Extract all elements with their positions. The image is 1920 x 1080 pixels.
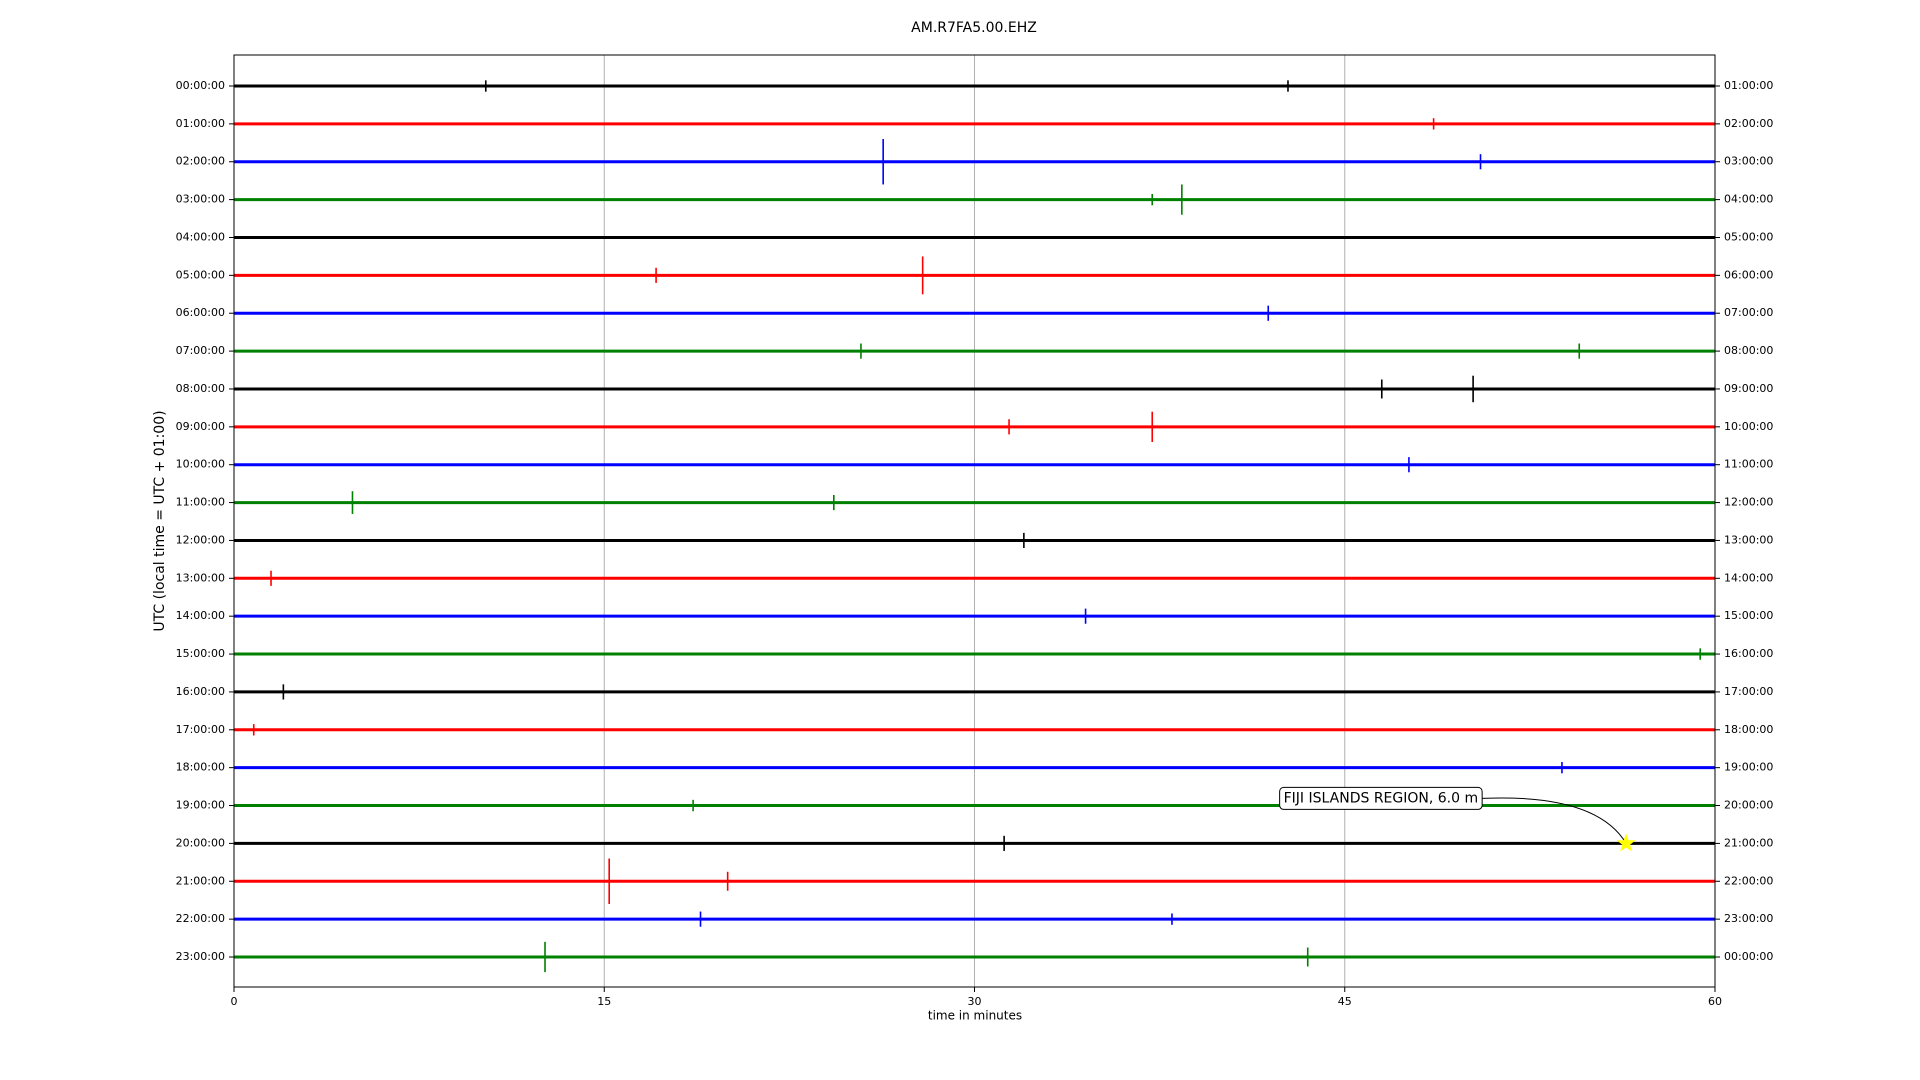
y-tick-label: 17:00:00 bbox=[176, 723, 225, 736]
y2-tick-label: 15:00:00 bbox=[1724, 609, 1773, 622]
plot-frame bbox=[233, 54, 1716, 988]
y-tick-label: 11:00:00 bbox=[176, 496, 225, 509]
y2-tick-label: 04:00:00 bbox=[1724, 193, 1773, 206]
y-tick-label: 00:00:00 bbox=[176, 79, 225, 92]
x-tick-label: 0 bbox=[231, 995, 238, 1008]
y-tick-label: 15:00:00 bbox=[176, 647, 225, 660]
y-tick-label: 06:00:00 bbox=[176, 306, 225, 319]
y-tick-label: 19:00:00 bbox=[176, 799, 225, 812]
x-tick-label: 15 bbox=[597, 995, 611, 1008]
annotation-text: FIJI ISLANDS REGION, 6.0 m bbox=[1284, 790, 1479, 806]
event-star bbox=[1616, 833, 1636, 852]
y2-tick-label: 14:00:00 bbox=[1724, 571, 1773, 584]
y2-tick-label: 06:00:00 bbox=[1724, 268, 1773, 281]
y-tick-label: 13:00:00 bbox=[176, 571, 225, 584]
y-tick-label: 21:00:00 bbox=[176, 874, 225, 887]
y2-tick-label: 08:00:00 bbox=[1724, 344, 1773, 357]
y-tick-label: 12:00:00 bbox=[176, 533, 225, 546]
y2-tick-label: 13:00:00 bbox=[1724, 533, 1773, 546]
y-tick-label: 04:00:00 bbox=[176, 230, 225, 243]
y2-tick-label: 22:00:00 bbox=[1724, 874, 1773, 887]
y-tick-label: 02:00:00 bbox=[176, 155, 225, 168]
y-tick-label: 01:00:00 bbox=[176, 117, 225, 130]
y-tick-label: 14:00:00 bbox=[176, 609, 225, 622]
y2-tick-label: 19:00:00 bbox=[1724, 761, 1773, 774]
y2-tick-label: 23:00:00 bbox=[1724, 912, 1773, 925]
y-tick-label: 05:00:00 bbox=[176, 268, 225, 281]
y-tick-label: 03:00:00 bbox=[176, 193, 225, 206]
y2-tick-label: 01:00:00 bbox=[1724, 79, 1773, 92]
y2-tick-label: 03:00:00 bbox=[1724, 155, 1773, 168]
y-tick-label: 20:00:00 bbox=[176, 836, 225, 849]
y-tick-label: 23:00:00 bbox=[176, 950, 225, 963]
y2-tick-label: 05:00:00 bbox=[1724, 230, 1773, 243]
annotation-arrow bbox=[1482, 797, 1627, 844]
y2-tick-label: 16:00:00 bbox=[1724, 647, 1773, 660]
y-tick-label: 16:00:00 bbox=[176, 685, 225, 698]
x-axis-label: time in minutes bbox=[928, 1009, 1022, 1023]
y-tick-label: 08:00:00 bbox=[176, 382, 225, 395]
y2-tick-label: 09:00:00 bbox=[1724, 382, 1773, 395]
y2-tick-label: 21:00:00 bbox=[1724, 836, 1773, 849]
y2-tick-label: 12:00:00 bbox=[1724, 496, 1773, 509]
y2-tick-label: 10:00:00 bbox=[1724, 420, 1773, 433]
x-tick-label: 45 bbox=[1338, 995, 1352, 1008]
x-tick-label: 30 bbox=[968, 995, 982, 1008]
y2-tick-label: 17:00:00 bbox=[1724, 685, 1773, 698]
y-tick-label: 09:00:00 bbox=[176, 420, 225, 433]
y-tick-label: 10:00:00 bbox=[176, 458, 225, 471]
y-tick-label: 18:00:00 bbox=[176, 761, 225, 774]
y2-tick-label: 20:00:00 bbox=[1724, 799, 1773, 812]
y2-tick-label: 00:00:00 bbox=[1724, 950, 1773, 963]
y2-tick-label: 07:00:00 bbox=[1724, 306, 1773, 319]
y-tick-label: 22:00:00 bbox=[176, 912, 225, 925]
y2-tick-label: 11:00:00 bbox=[1724, 458, 1773, 471]
y2-tick-label: 02:00:00 bbox=[1724, 117, 1773, 130]
chart-title: AM.R7FA5.00.EHZ bbox=[911, 20, 1037, 36]
y-tick-label: 07:00:00 bbox=[176, 344, 225, 357]
y-axis-label: UTC (local time = UTC + 01:00) bbox=[152, 410, 168, 631]
x-tick-label: 60 bbox=[1708, 995, 1722, 1008]
y2-tick-label: 18:00:00 bbox=[1724, 723, 1773, 736]
